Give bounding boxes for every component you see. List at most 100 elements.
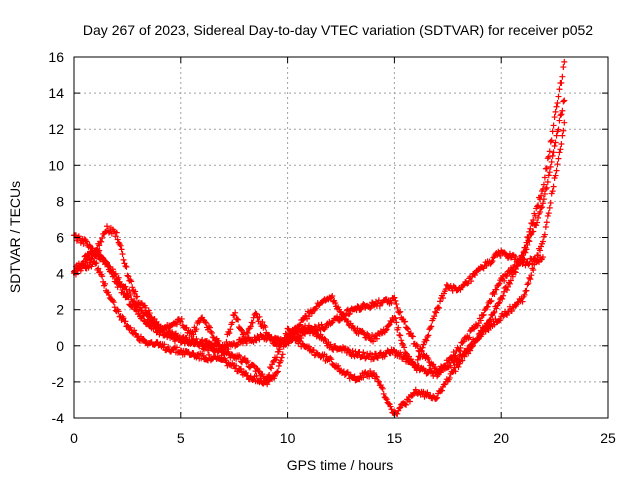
data-point	[542, 224, 549, 231]
data-point	[357, 306, 364, 313]
data-point	[402, 318, 409, 325]
data-point	[235, 316, 242, 323]
data-point	[546, 204, 553, 211]
data-point	[537, 247, 544, 254]
data-point	[539, 238, 546, 245]
data-point	[555, 126, 562, 133]
data-point	[523, 246, 530, 253]
data-point	[161, 341, 168, 348]
data-point	[385, 322, 392, 329]
data-point	[474, 336, 481, 343]
data-point	[369, 351, 376, 358]
y-tick-label: 16	[48, 49, 64, 65]
data-point	[278, 354, 285, 361]
data-point	[381, 353, 388, 360]
data-point	[530, 228, 537, 235]
data-point	[335, 362, 342, 369]
data-point	[112, 233, 119, 240]
data-point	[524, 281, 531, 288]
y-tick-label: 12	[48, 121, 64, 137]
data-point	[521, 291, 528, 298]
data-point	[537, 208, 544, 215]
data-point	[541, 231, 548, 238]
data-point	[459, 357, 466, 364]
data-point	[469, 343, 476, 350]
data-point	[559, 107, 566, 114]
data-point	[371, 369, 378, 376]
data-point	[409, 333, 416, 340]
x-axis-label: GPS time / hours	[287, 457, 394, 473]
data-point	[561, 119, 568, 126]
data-point	[174, 332, 181, 339]
data-point	[115, 308, 122, 315]
data-point	[360, 349, 367, 356]
data-point	[332, 300, 339, 307]
data-point	[171, 331, 178, 338]
data-point	[259, 319, 266, 326]
series-track-4	[81, 245, 546, 371]
data-point	[425, 356, 432, 363]
data-point	[554, 161, 561, 168]
data-point	[119, 251, 126, 258]
data-point	[459, 339, 466, 346]
data-point	[127, 276, 134, 283]
data-point	[340, 312, 347, 319]
data-point	[556, 86, 563, 93]
data-point	[419, 344, 426, 351]
data-point	[508, 267, 515, 274]
x-tick-label: 5	[177, 430, 185, 446]
data-point	[99, 234, 106, 241]
data-point	[540, 196, 547, 203]
data-point	[198, 340, 205, 347]
data-point	[125, 273, 132, 280]
data-point	[305, 313, 312, 320]
data-point	[344, 346, 351, 353]
data-point	[113, 229, 120, 236]
data-point	[491, 308, 498, 315]
data-point	[322, 324, 329, 331]
data-point	[83, 255, 90, 262]
data-point	[112, 270, 119, 277]
data-point	[391, 314, 398, 321]
data-point	[465, 335, 472, 342]
data-point	[361, 331, 368, 338]
data-point	[424, 389, 431, 396]
data-point	[393, 301, 400, 308]
data-point	[171, 345, 178, 352]
data-point	[559, 132, 566, 139]
data-point	[367, 305, 374, 312]
data-point	[525, 280, 532, 287]
data-point	[545, 172, 552, 179]
data-point	[117, 242, 124, 249]
data-point	[233, 362, 240, 369]
data-point	[404, 325, 411, 332]
data-point	[308, 310, 315, 317]
data-point	[561, 58, 568, 65]
data-point	[327, 341, 334, 348]
data-point	[289, 329, 296, 336]
chart-title: Day 267 of 2023, Sidereal Day-to-day VTE…	[83, 22, 593, 38]
data-point	[380, 390, 387, 397]
data-point	[232, 309, 239, 316]
data-point	[533, 222, 540, 229]
data-point	[506, 250, 513, 257]
data-point	[553, 167, 560, 174]
data-point	[165, 343, 172, 350]
x-tick-label: 15	[387, 430, 403, 446]
data-point	[259, 371, 266, 378]
data-point	[120, 315, 127, 322]
data-point	[496, 280, 503, 287]
data-point	[522, 262, 529, 269]
data-point	[305, 343, 312, 350]
data-point	[388, 406, 395, 413]
data-point	[544, 212, 551, 219]
data-point	[206, 324, 213, 331]
data-point	[433, 395, 440, 402]
data-point	[115, 274, 122, 281]
series-track-3	[71, 119, 568, 417]
data-point	[118, 246, 125, 253]
data-point	[506, 280, 513, 287]
data-point	[374, 378, 381, 385]
data-point	[535, 214, 542, 221]
